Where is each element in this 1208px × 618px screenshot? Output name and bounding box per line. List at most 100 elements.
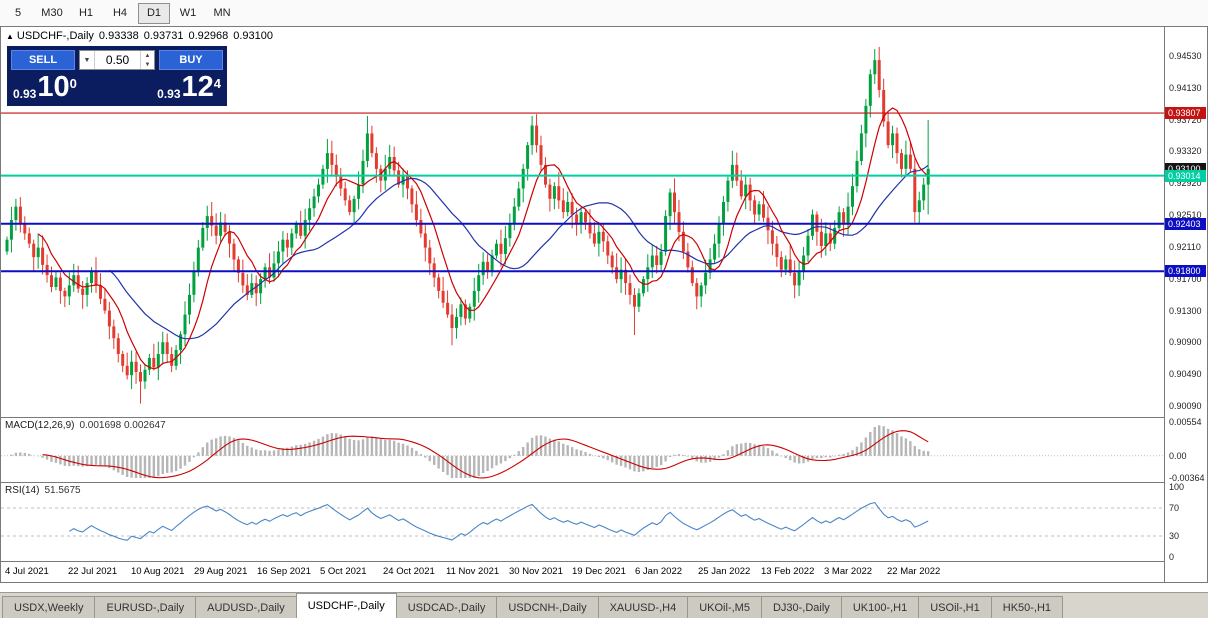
rsi-tick: 0 <box>1169 552 1175 562</box>
chart-tab-usoil-h1[interactable]: USOil-,H1 <box>918 596 992 618</box>
price-tick: 0.91700 <box>1169 274 1202 285</box>
chart-tabs-bar: USDX,Weekly EURUSD-,Daily AUDUSD-,Daily USD… <box>0 592 1208 618</box>
price-tick: 0.92110 <box>1169 241 1201 252</box>
price-axis[interactable]: 0.94530 0.94130 0.93720 0.93320 0.92920 0.925… <box>1164 27 1207 583</box>
collapse-arrow-icon[interactable]: ▲ <box>6 32 14 41</box>
ma-slow-line <box>108 164 929 340</box>
buy-price-pip: 4 <box>213 76 221 91</box>
level-price-tag-3: 0.91800 <box>1165 265 1206 278</box>
date-tick: 6 Jan 2022 <box>635 566 683 577</box>
chart-tab-usdcad-daily[interactable]: USDCAD-,Daily <box>395 596 498 618</box>
rsi-chart[interactable] <box>1 483 1164 561</box>
ohlc-high: 0.93731 <box>143 30 184 42</box>
volume-input[interactable]: ▼ 0.50 ▲ ▼ <box>79 50 155 70</box>
timeframe-button-5[interactable]: 5 <box>14 7 22 19</box>
timeframe-button-m30[interactable]: M30 <box>41 7 63 19</box>
price-tick: 0.92510 <box>1169 210 1202 221</box>
macd-label: MACD(12,26,9) 0.001698 0.002647 <box>5 420 166 431</box>
date-tick: 30 Nov 2021 <box>509 566 563 577</box>
chart-tab-uk100-h1[interactable]: UK100-,H1 <box>840 596 920 618</box>
candlestick-chart[interactable] <box>1 27 1164 417</box>
chart-tab-hk50-h1[interactable]: HK50-,H1 <box>990 596 1064 618</box>
timeframe-toolbar: 5 M30 H1 H4 D1 W1 MN <box>0 0 1208 26</box>
chart-title: USDCHF-,Daily <box>16 30 94 42</box>
volume-decrease-icon[interactable]: ▼ <box>144 61 151 68</box>
price-tick: 0.92920 <box>1169 178 1202 188</box>
macd-tick: -0.00364 <box>1169 473 1205 483</box>
date-tick: 22 Mar 2022 <box>887 566 941 577</box>
rsi-tick: 70 <box>1169 503 1180 513</box>
volume-value[interactable]: 0.50 <box>105 53 130 67</box>
date-tick: 13 Feb 2022 <box>761 566 815 577</box>
chart-tab-usdx-weekly[interactable]: USDX,Weekly <box>2 596 96 618</box>
macd-histogram <box>10 425 930 478</box>
ohlc-low: 0.92968 <box>188 30 229 42</box>
timeframe-button-d1[interactable]: D1 <box>138 2 170 24</box>
rsi-tick: 100 <box>1169 482 1185 492</box>
date-tick: 5 Oct 2021 <box>320 566 367 577</box>
price-tick: 0.94130 <box>1169 82 1202 93</box>
price-tick: 0.91300 <box>1169 305 1202 316</box>
chart-window: ▲ USDCHF-,Daily 0.93338 0.93731 0.92968 0.931… <box>0 26 1208 583</box>
sell-price-prefix: 0.93 <box>13 87 37 101</box>
sell-price-big: 10 <box>37 71 70 103</box>
macd-tick: 0.00554 <box>1169 417 1202 427</box>
timeframe-button-h4[interactable]: H4 <box>112 7 128 19</box>
chart-ohlc-header: ▲ USDCHF-,Daily 0.93338 0.93731 0.92968 0.931… <box>6 30 278 42</box>
chart-tab-dj30-daily[interactable]: DJ30-,Daily <box>760 596 842 618</box>
date-axis[interactable]: 4 Jul 2021 22 Jul 2021 10 Aug 2021 29 Aug 2… <box>1 561 1164 582</box>
price-tick: 0.94530 <box>1169 51 1202 62</box>
chart-tab-usdcnh-daily[interactable]: USDCNH-,Daily <box>496 596 599 618</box>
rsi-tick: 30 <box>1169 531 1180 541</box>
date-tick: 24 Oct 2021 <box>383 566 435 577</box>
macd-signal-line <box>42 430 929 479</box>
price-tick: 0.93720 <box>1169 114 1202 125</box>
buy-button[interactable]: BUY <box>159 50 223 70</box>
rsi-label: RSI(14) 51.5675 <box>5 485 81 496</box>
macd-pane[interactable]: MACD(12,26,9) 0.001698 0.002647 <box>1 417 1164 482</box>
main-chart-pane[interactable]: ▲ USDCHF-,Daily 0.93338 0.93731 0.92968 0.931… <box>1 27 1164 417</box>
price-tick: 0.93320 <box>1169 146 1202 157</box>
chart-tab-eurusd-daily[interactable]: EURUSD-,Daily <box>94 596 197 618</box>
rsi-name: RSI(14) <box>5 485 40 496</box>
plot-column: ▲ USDCHF-,Daily 0.93338 0.93731 0.92968 0.931… <box>1 27 1164 583</box>
volume-spinner[interactable]: ▲ ▼ <box>140 51 154 69</box>
volume-dropdown-icon[interactable]: ▼ <box>80 51 95 69</box>
timeframe-button-mn[interactable]: MN <box>213 7 231 19</box>
macd-values: 0.001698 0.002647 <box>79 420 166 431</box>
one-click-trading-panel: SELL ▼ 0.50 ▲ ▼ BUY 0.9 <box>7 46 227 106</box>
ohlc-close: 0.93100 <box>233 30 273 42</box>
rsi-pane[interactable]: RSI(14) 51.5675 <box>1 482 1164 561</box>
ma-fast-line <box>37 107 929 370</box>
chart-tab-ukoil-m5[interactable]: UKOil-,M5 <box>687 596 762 618</box>
date-tick: 22 Jul 2021 <box>68 566 118 577</box>
sell-price-pip: 0 <box>69 76 77 91</box>
sell-button[interactable]: SELL <box>11 50 75 70</box>
level-price-tag-1: 0.93014 <box>1165 169 1206 182</box>
buy-price-prefix: 0.93 <box>157 87 181 101</box>
sell-price[interactable]: 0.93 10 0 <box>13 73 77 102</box>
date-tick: 10 Aug 2021 <box>131 566 185 577</box>
price-tick: 0.90900 <box>1169 337 1202 348</box>
date-tick: 11 Nov 2021 <box>446 566 500 577</box>
chart-tab-audusd-daily[interactable]: AUDUSD-,Daily <box>195 596 297 618</box>
price-tick: 0.90490 <box>1169 369 1202 380</box>
macd-chart[interactable] <box>1 418 1164 482</box>
date-tick: 16 Sep 2021 <box>257 566 311 577</box>
timeframe-button-h1[interactable]: H1 <box>78 7 94 19</box>
price-tick: 0.90090 <box>1169 400 1202 411</box>
timeframe-button-w1[interactable]: W1 <box>179 7 197 19</box>
volume-increase-icon[interactable]: ▲ <box>144 52 151 59</box>
chart-tab-usdchf-daily[interactable]: USDCHF-,Daily <box>295 593 397 618</box>
ohlc-open: 0.93338 <box>98 30 139 42</box>
date-tick: 25 Jan 2022 <box>698 566 751 577</box>
chart-tab-xauusd-h4[interactable]: XAUUSD-,H4 <box>597 596 689 618</box>
date-tick: 29 Aug 2021 <box>194 566 248 577</box>
date-tick: 19 Dec 2021 <box>572 566 626 577</box>
date-tick: 3 Mar 2022 <box>824 566 873 577</box>
buy-price[interactable]: 0.93 12 4 <box>157 73 221 102</box>
buy-price-big: 12 <box>181 71 214 103</box>
rsi-line <box>69 501 929 541</box>
rsi-value: 51.5675 <box>44 485 81 496</box>
